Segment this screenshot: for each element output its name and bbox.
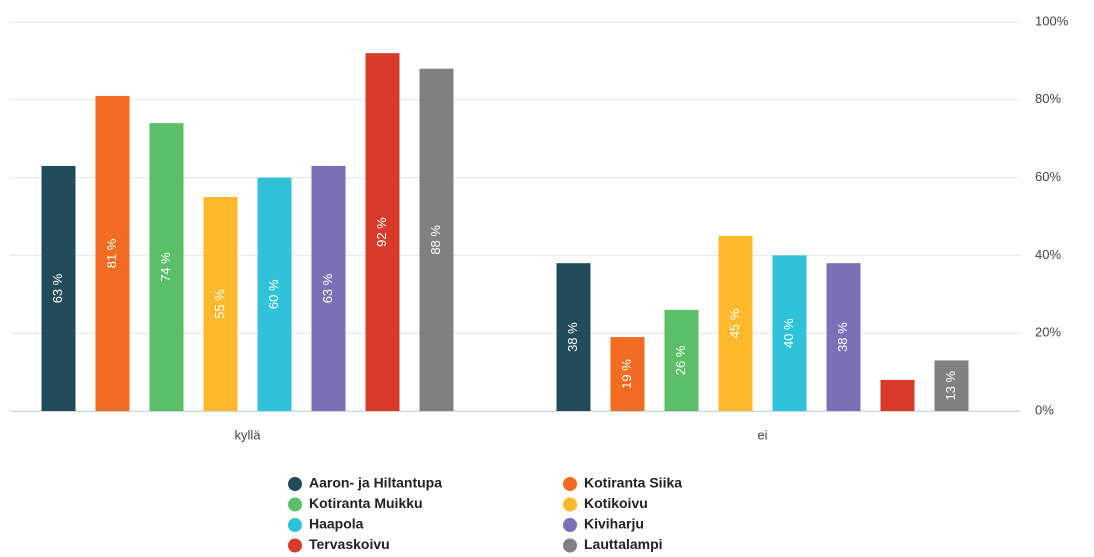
data-label: 60 %: [266, 279, 281, 309]
bar: [556, 263, 591, 411]
bar: [934, 360, 969, 411]
bar: [203, 197, 238, 411]
data-label: 81 %: [104, 238, 119, 268]
legend-label: Kiviharju: [584, 516, 644, 532]
legend-marker: [288, 538, 302, 553]
data-label: 26 %: [673, 345, 688, 375]
legend-marker: [288, 518, 302, 532]
x-tick-label: ei: [757, 427, 767, 442]
legend-label: Tervaskoivu: [309, 536, 390, 552]
legend-marker: [563, 538, 577, 553]
bar: [419, 68, 454, 412]
legend-marker: [288, 497, 302, 512]
bar: [664, 309, 699, 411]
legend-marker: [563, 477, 577, 491]
legend-marker: [563, 518, 577, 532]
bar: [95, 95, 130, 411]
y-tick-label: 40%: [1035, 247, 1061, 262]
data-label: 63 %: [320, 273, 335, 303]
bar: [772, 255, 807, 411]
data-label: 74 %: [158, 252, 173, 282]
data-label: 38 %: [835, 322, 850, 352]
y-tick-label: 60%: [1035, 169, 1061, 184]
bar: [826, 263, 861, 411]
bar: [880, 379, 915, 411]
data-label: 55 %: [212, 289, 227, 319]
legend-label: Kotikoivu: [584, 495, 648, 511]
y-tick-label: 100%: [1035, 13, 1069, 28]
bar: [149, 123, 184, 411]
data-label: 88 %: [428, 225, 443, 255]
y-tick-label: 20%: [1035, 325, 1061, 340]
legend-label: Aaron- ja Hiltantupa: [309, 475, 442, 491]
data-label: 63 %: [50, 273, 65, 303]
bar: [41, 165, 76, 411]
data-label: 19 %: [619, 359, 634, 389]
bar: [610, 337, 645, 411]
legend-marker: [288, 477, 302, 491]
bar: [365, 53, 400, 412]
bar: [257, 177, 292, 411]
legend-label: Kotiranta Muikku: [309, 495, 423, 511]
bar: [718, 235, 753, 411]
bar: [311, 165, 346, 411]
y-tick-label: 80%: [1035, 91, 1061, 106]
data-label: 38 %: [565, 322, 580, 352]
legend-label: Lauttalampi: [584, 536, 663, 552]
legend-marker: [563, 497, 577, 512]
legend-label: Kotiranta Siika: [584, 475, 682, 491]
legend-label: Haapola: [309, 516, 364, 532]
data-label: 45 %: [727, 308, 742, 338]
data-label: 92 %: [374, 217, 389, 247]
y-tick-label: 0%: [1035, 402, 1054, 417]
data-label: 40 %: [781, 318, 796, 348]
x-tick-label: kyllä: [234, 427, 261, 442]
data-label: 13 %: [943, 370, 958, 400]
